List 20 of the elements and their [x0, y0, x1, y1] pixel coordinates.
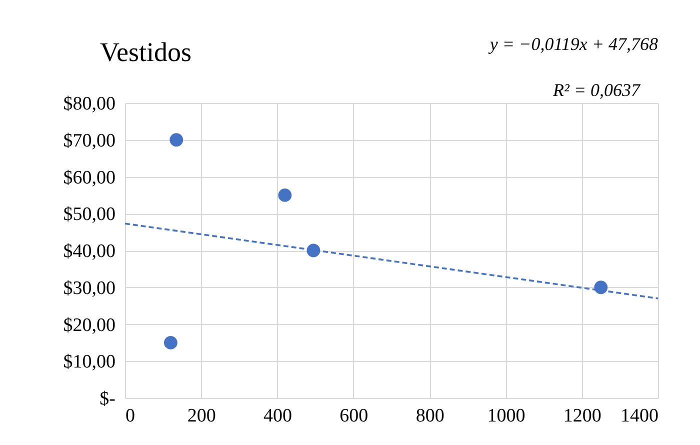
x-tick-label: 1400: [620, 406, 658, 426]
x-tick-label: 400: [264, 406, 292, 426]
y-tick-label: $30,00: [63, 278, 116, 299]
y-tick-label: $40,00: [63, 241, 116, 262]
x-tick-label: 0: [126, 406, 135, 426]
y-tick-label: $60,00: [63, 167, 116, 188]
y-tick-label: $10,00: [63, 352, 116, 373]
x-tick-label: 200: [187, 406, 216, 426]
y-tick-label: $80,00: [63, 94, 116, 114]
text: y = −0,0119x + 47,768: [488, 34, 658, 54]
chart-title: Vestidos: [100, 37, 192, 67]
x-tick-label: 600: [340, 406, 368, 426]
y-tick-label: $50,00: [63, 204, 116, 226]
text: R² = 0,0637: [552, 80, 641, 100]
x-tick-label: 800: [416, 406, 444, 426]
y-tick-label: $-: [100, 388, 116, 410]
y-tick-label: $20,00: [63, 314, 116, 336]
x-tick-label: 1000: [487, 406, 526, 426]
y-tick-label: $70,00: [63, 130, 116, 152]
x-tick-label: 1200: [563, 406, 602, 426]
